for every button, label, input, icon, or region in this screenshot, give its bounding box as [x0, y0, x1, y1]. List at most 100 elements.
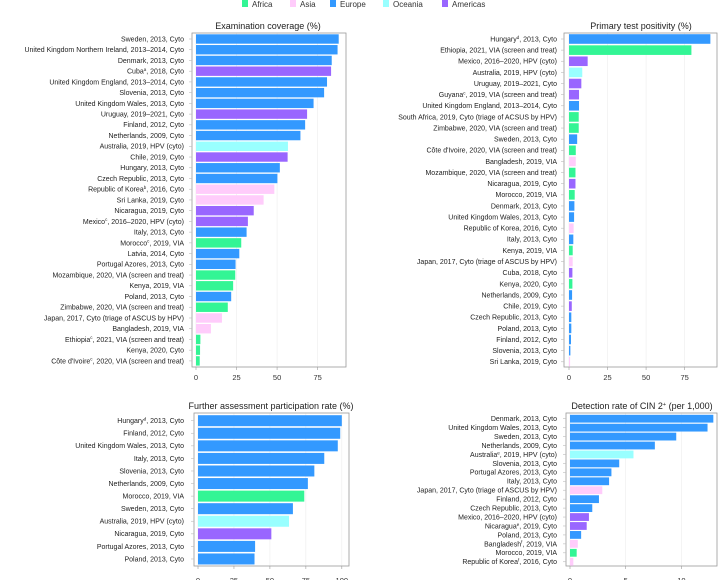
x-tick-label: 100: [336, 576, 349, 580]
bar-label-name: Chile: [130, 154, 146, 161]
bar-label: Sweden, 2013, Cyto: [121, 36, 184, 43]
x-tick-label: 0: [567, 373, 571, 382]
bar-label-name: Czech Republic: [470, 506, 520, 513]
bar-label-name: Denmark: [491, 203, 520, 210]
bar-hungary: [198, 415, 342, 427]
legend-label: Oceania: [393, 0, 423, 9]
x-tick-label: 10: [677, 576, 685, 580]
x-tick-label: 75: [313, 373, 321, 382]
bar-label-detail: , 2019, Cyto (triage of ACSUS by HPV): [436, 114, 557, 121]
bar-label-name: Netherlands: [482, 292, 520, 299]
bar-label: Côte d'Ivoirec, 2020, VIA (screen and tr…: [51, 357, 184, 366]
bar-label: Netherlands, 2009, Cyto: [109, 481, 185, 488]
legend-swatch: [383, 0, 389, 7]
bar-label-detail: , 2012, Cyto: [146, 431, 184, 438]
bar-label: Sri Lanka, 2019, Cyto: [117, 197, 184, 204]
bar-label: Guyanac, 2019, VIA (screen and treat): [439, 90, 557, 99]
bar-label-name: Italy: [507, 237, 520, 244]
bar-label-name: Denmark: [491, 416, 520, 423]
bar-label-name: Nicaragua: [487, 181, 519, 188]
bar-label-detail: , 2016–2020, HPV (cyto): [480, 59, 557, 66]
bar-label-detail: , 2021, VIA (screen and treat): [93, 337, 184, 344]
bar-label-name: Ethiopia: [65, 337, 90, 344]
x-tick-label: 25: [230, 576, 238, 580]
bar-label-detail: , 2009, Cyto: [519, 292, 557, 299]
bar-label-detail: , 2013, Cyto: [146, 230, 184, 237]
x-tick-label: 0: [194, 373, 198, 382]
bar-kenya: [196, 345, 201, 355]
bar-label-detail: , 2012, Cyto: [146, 122, 184, 129]
bar-label-detail: , 2019, VIA: [149, 326, 184, 333]
bar-finland: [570, 495, 599, 504]
bar-label-name: Republic of Korea: [462, 559, 518, 566]
legend-swatch: [442, 0, 448, 7]
bar-label-name: Bangladesh: [112, 326, 149, 333]
bar-republic-of-korea: [569, 223, 574, 234]
bar-sweden: [570, 432, 677, 441]
bar-label-sup: e: [517, 522, 520, 527]
chart-title-text: Further assessment participation rate (%…: [188, 401, 353, 411]
bar-label-name: Uruguay: [101, 112, 128, 119]
bar-label-name: Republic of Korea: [464, 226, 520, 233]
bar-label: South Africa, 2019, Cyto (triage of ACSU…: [398, 114, 557, 121]
bar-label: Uruguay, 2019–2021, Cyto: [474, 81, 557, 88]
bar-sweden: [198, 503, 293, 515]
bar-label: Poland, 2013, Cyto: [124, 556, 184, 563]
bar-label-name: Portugal Azores: [97, 544, 147, 551]
bar-label: Slovenia, 2013, Cyto: [119, 468, 184, 475]
bar-label-detail: , 2017, Cyto (triage of ASCUS by HPV): [63, 315, 184, 322]
bar-label-sup: d: [517, 35, 520, 40]
bar-label-sup: c: [463, 90, 466, 95]
bar-label: Sri Lanka, 2019, Cyto: [490, 359, 557, 366]
bar-label-name: Côte d'Ivoire: [426, 148, 465, 155]
bar-label: Mexico, 2016–2020, HPV (cyto): [458, 59, 557, 66]
bar-label-name: Hungary: [490, 36, 517, 43]
bar-australia: [198, 515, 290, 527]
bar-slovenia: [570, 459, 620, 468]
bar-label: Italy, 2013, Cyto: [507, 237, 557, 244]
bar-label: Kenya, 2019, VIA: [130, 283, 185, 290]
bar-label: Mozambique, 2020, VIA (screen and treat): [425, 170, 557, 177]
bar-mozambique: [196, 270, 236, 280]
bar-label-name: Morocco: [123, 494, 150, 501]
bar-label-detail: , 2012, Cyto: [519, 337, 557, 344]
bar-label-sup: c: [147, 239, 150, 244]
bar-uruguay: [196, 109, 308, 119]
bar-italy: [198, 452, 325, 464]
bar-label: Zimbabwe, 2020, VIA (screen and treat): [60, 305, 184, 312]
bar-label-name: Australia: [100, 144, 127, 151]
bar-united-kingdom-england: [196, 77, 328, 87]
bar-label-name: South Africa: [398, 114, 436, 121]
bar-label-detail: , 2021, VIA (screen and treat): [466, 48, 557, 55]
bar-label-name: Morocco: [120, 240, 147, 247]
bar-finland: [569, 334, 572, 345]
bar-label: Republic of Korea, 2016, Cyto: [464, 226, 558, 233]
bar-czech-republic: [569, 312, 572, 323]
bar-mexico: [570, 513, 589, 521]
bar-label-name: Slovenia: [119, 90, 146, 97]
bar-label: United Kingdom England, 2013–2014, Cyto: [422, 103, 557, 110]
bar-label-name: Slovenia: [492, 348, 519, 355]
bar-label: Hungaryd, 2013, Cyto: [117, 417, 184, 426]
bar-label-name: Czech Republic: [470, 315, 520, 322]
bar-poland: [569, 323, 572, 334]
bar-label: Sweden, 2013, Cyto: [494, 434, 557, 441]
bar-label-detail: , 2013, Cyto: [146, 58, 184, 65]
bar-label-name: Sri Lanka: [490, 359, 520, 366]
bar-label: United Kingdom Wales, 2013, Cyto: [75, 443, 184, 450]
bar-label: Kenya, 2020, Cyto: [126, 348, 184, 355]
bar-label-detail: , 2014, Cyto: [146, 251, 184, 258]
bar-label-sup: d: [144, 417, 147, 422]
bar-label-detail: , 2020, VIA (screen and treat): [93, 358, 184, 365]
bar-italy: [570, 477, 610, 486]
bar-label-detail: , 2019, HPV (cyto): [127, 144, 184, 151]
bar-label-name: United Kingdom Northern Ireland: [24, 47, 126, 54]
bar-label: Czech Republic, 2013, Cyto: [470, 506, 557, 513]
bar-label: Australiae, 2019, HPV (cyto): [470, 450, 557, 459]
bar-label: Bangladeshf, 2019, VIA: [484, 540, 557, 549]
x-tick-label: 50: [642, 373, 650, 382]
bar-label: Portugal Azores, 2013, Cyto: [470, 470, 557, 477]
bar-label: Japan, 2017, Cyto (triage of ASCUS by HP…: [417, 488, 557, 495]
bar-label-detail: , 2018, Cyto: [519, 270, 557, 277]
